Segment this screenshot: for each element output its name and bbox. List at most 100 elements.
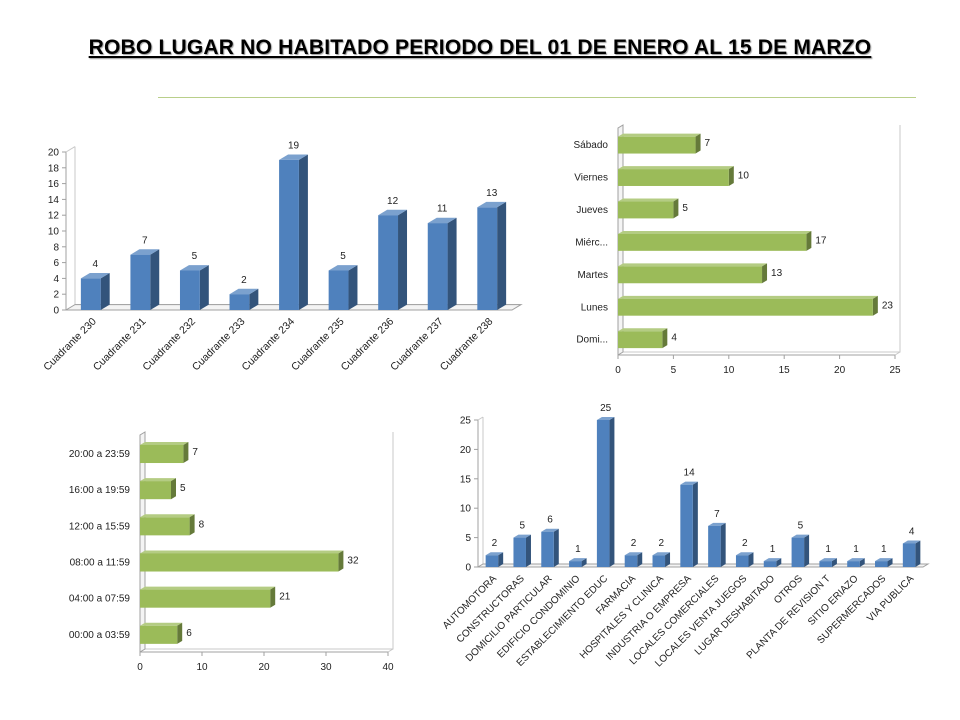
- x-tick-label: 20: [258, 662, 270, 673]
- bar-top: [791, 534, 810, 538]
- data-label: 13: [486, 188, 498, 199]
- y-tick-label: 2: [53, 290, 59, 301]
- bar-top: [140, 514, 195, 518]
- page-title: ROBO LUGAR NO HABITADO PERIODO DEL 01 DE…: [88, 36, 872, 59]
- bar: [618, 331, 663, 349]
- bar-side: [804, 534, 810, 567]
- bar-top: [618, 263, 768, 267]
- y-tick-label: 10: [460, 504, 472, 515]
- category-label: Miérc...: [575, 237, 608, 248]
- y-tick-label: 25: [460, 416, 472, 427]
- bar: [140, 553, 339, 572]
- bar-side: [199, 265, 209, 310]
- data-label: 5: [340, 251, 346, 262]
- bar-side: [249, 288, 259, 310]
- data-label: 2: [742, 538, 748, 549]
- y-tick-label: 12: [48, 211, 60, 222]
- data-label: 8: [199, 519, 205, 530]
- bar-top: [229, 288, 259, 295]
- bar: [624, 555, 638, 567]
- category-label: 04:00 a 07:59: [69, 594, 131, 605]
- bar-top: [130, 249, 160, 255]
- y-tick-label: 5: [465, 533, 471, 544]
- data-label: 4: [909, 526, 915, 537]
- bar-top: [80, 273, 110, 279]
- bar-side: [171, 478, 176, 500]
- bar-top: [541, 528, 559, 532]
- bar-top: [618, 295, 878, 299]
- bar-top: [279, 154, 308, 160]
- bar: [80, 278, 101, 310]
- x-tick-label: 5: [671, 365, 677, 376]
- bar-side: [673, 198, 679, 219]
- data-label: 23: [882, 300, 894, 311]
- y-tick-label: 14: [48, 195, 60, 206]
- bar-side: [887, 558, 893, 567]
- bar-top: [427, 217, 457, 224]
- bar: [140, 444, 184, 464]
- x-tick-label: 10: [723, 365, 735, 376]
- x-tick-label: 25: [889, 365, 901, 376]
- x-tick-label: 30: [320, 662, 332, 673]
- bar-top: [618, 133, 701, 137]
- data-label: 1: [881, 544, 887, 555]
- bar-top: [819, 558, 837, 562]
- bar: [140, 625, 178, 644]
- data-label: 25: [600, 403, 612, 414]
- y-tick-label: 8: [53, 242, 59, 253]
- x-tick-label: 40: [382, 662, 394, 673]
- bar-side: [447, 217, 457, 310]
- bar-side: [695, 133, 701, 154]
- data-label: 7: [142, 235, 148, 246]
- bar-side: [662, 328, 668, 349]
- y-tick-label: 18: [48, 163, 60, 174]
- bar: [596, 420, 610, 567]
- x-tick-label: 20: [834, 365, 846, 376]
- bar-top: [140, 622, 183, 626]
- data-label: 2: [492, 538, 498, 549]
- y-tick-label: 6: [53, 258, 59, 269]
- bar-side: [748, 552, 754, 567]
- bar: [708, 525, 721, 567]
- bar-top: [328, 265, 358, 271]
- bar: [229, 294, 250, 310]
- bar-side: [720, 522, 726, 567]
- y-tick-label: 4: [53, 274, 59, 285]
- data-label: 7: [705, 138, 711, 149]
- bar-top: [875, 558, 893, 562]
- category-label: 16:00 a 19:59: [69, 485, 131, 496]
- bar-side: [728, 166, 734, 186]
- category-label: 00:00 a 03:59: [69, 630, 131, 641]
- data-label: 32: [347, 555, 359, 566]
- y-tick-label: 20: [48, 148, 60, 159]
- data-label: 5: [682, 203, 688, 214]
- y-tick-label: 10: [48, 227, 60, 238]
- data-label: 17: [815, 235, 827, 246]
- x-tick-label: 10: [196, 662, 208, 673]
- bar-top: [618, 230, 812, 234]
- bar: [569, 561, 582, 567]
- bar: [378, 215, 399, 310]
- bar-top: [735, 552, 754, 556]
- category-label: Martes: [577, 270, 608, 281]
- category-label: Lunes: [581, 302, 608, 313]
- data-label: 1: [825, 544, 831, 555]
- bar: [279, 159, 299, 310]
- category-label: Sábado: [574, 140, 609, 151]
- bar: [328, 270, 349, 310]
- bar-side: [498, 552, 504, 567]
- bar-side: [609, 417, 615, 567]
- bar-side: [348, 265, 358, 310]
- data-label: 2: [631, 538, 637, 549]
- bar-top: [140, 550, 344, 554]
- data-label: 7: [192, 447, 198, 458]
- bar-side: [338, 550, 344, 572]
- category-label: 20:00 a 23:59: [69, 449, 131, 460]
- bar-side: [525, 534, 531, 567]
- bar: [735, 555, 749, 567]
- bar-side: [150, 249, 160, 310]
- bar: [130, 254, 151, 310]
- bar-top: [485, 552, 504, 556]
